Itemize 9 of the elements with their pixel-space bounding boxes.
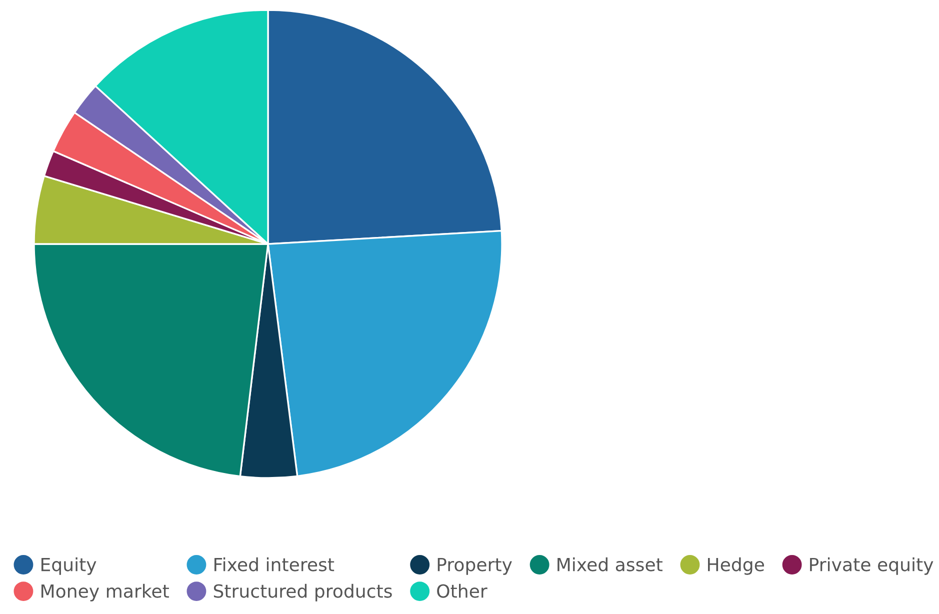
legend-label: Property	[438, 558, 512, 575]
legend-label: Money market	[41, 584, 169, 602]
legend-label: Mixed asset	[558, 557, 662, 572]
legend-label: Structured products	[214, 584, 392, 602]
legend-label: Private equity	[810, 557, 934, 575]
legend-label: Equity	[41, 557, 96, 575]
legend-label: Other	[437, 584, 488, 598]
legend-label: Fixed interest	[214, 557, 334, 572]
legend-label: Hedge	[708, 557, 764, 575]
